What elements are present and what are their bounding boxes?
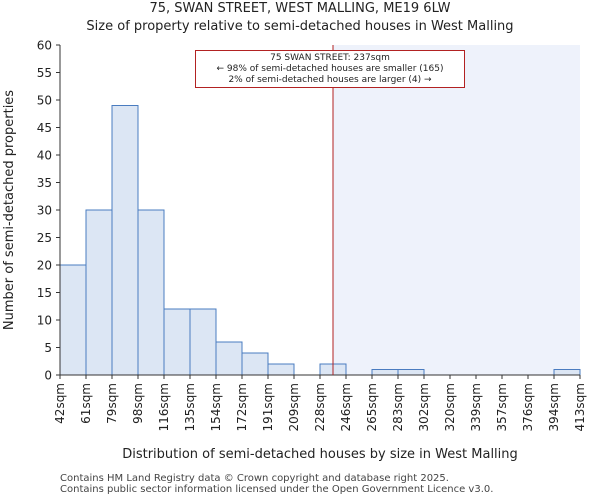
x-tick-label-116sqm: 116sqm — [157, 383, 171, 431]
x-axis-label: Distribution of semi-detached houses by … — [122, 447, 518, 462]
x-tick-label-413sqm: 413sqm — [573, 383, 587, 431]
bar-116sqm — [163, 308, 191, 376]
x-tick-label-394sqm: 394sqm — [547, 383, 561, 431]
larger-region-shade — [333, 45, 580, 375]
x-tick-label-302sqm: 302sqm — [417, 383, 431, 431]
x-tick-label-61sqm: 61sqm — [79, 383, 93, 424]
x-tick-label-246sqm: 246sqm — [339, 383, 353, 431]
x-tick-label-357sqm: 357sqm — [495, 383, 509, 431]
bar-172sqm — [241, 352, 269, 376]
x-ticks-group: 42sqm 61sqm 79sqm 98sqm 116sqm 135sqm 154sqm 17… — [53, 375, 587, 431]
chart-title: 75, SWAN STREET, WEST MALLING, ME19 6LW — [149, 1, 451, 16]
x-tick-label-154sqm: 154sqm — [209, 383, 223, 431]
y-tick-label-15: 15 — [37, 286, 52, 300]
bar-154sqm — [215, 341, 243, 376]
footer-line-2: Contains public sector information licen… — [60, 484, 494, 495]
annotation-line-2: ← 98% of semi-detached houses are smalle… — [216, 64, 444, 74]
x-tick-label-42sqm: 42sqm — [53, 383, 67, 424]
bar-79sqm — [111, 105, 139, 376]
chart-subtitle: Size of property relative to semi-detach… — [86, 19, 514, 34]
y-tick-label-5: 5 — [44, 341, 52, 355]
x-tick-label-320sqm: 320sqm — [443, 383, 457, 431]
bar-394sqm — [553, 369, 581, 376]
property-annotation: 75 SWAN STREET: 237sqm ← 98% of semi-det… — [195, 50, 465, 88]
y-tick-label-0: 0 — [44, 369, 52, 383]
x-tick-label-376sqm: 376sqm — [521, 383, 535, 431]
bar-265sqm — [371, 369, 399, 376]
y-tick-label-30: 30 — [37, 204, 52, 218]
bar-42sqm — [59, 264, 87, 376]
bar-283sqm — [397, 369, 425, 376]
x-tick-label-228sqm: 228sqm — [313, 383, 327, 431]
annotation-line-3: 2% of semi-detached houses are larger (4… — [228, 75, 432, 85]
x-tick-label-209sqm: 209sqm — [287, 383, 301, 431]
y-tick-label-45: 45 — [37, 121, 52, 135]
y-tick-label-55: 55 — [37, 66, 52, 80]
y-ticks-group: 0 5 10 15 20 25 30 35 40 45 50 55 60 — [37, 39, 60, 383]
annotation-line-1: 75 SWAN STREET: 237sqm — [270, 53, 390, 63]
y-axis-label: Number of semi-detached properties — [2, 90, 17, 330]
x-tick-label-79sqm: 79sqm — [105, 383, 119, 424]
bar-61sqm — [85, 209, 113, 376]
x-tick-label-172sqm: 172sqm — [235, 383, 249, 431]
x-tick-label-265sqm: 265sqm — [365, 383, 379, 431]
x-tick-label-339sqm: 339sqm — [469, 383, 483, 431]
x-tick-label-191sqm: 191sqm — [261, 383, 275, 431]
y-tick-label-35: 35 — [37, 176, 52, 190]
y-tick-label-60: 60 — [37, 39, 52, 53]
bar-191sqm — [267, 363, 295, 376]
x-tick-label-283sqm: 283sqm — [391, 383, 405, 431]
y-tick-label-25: 25 — [37, 231, 52, 245]
y-tick-label-20: 20 — [37, 259, 52, 273]
y-tick-label-50: 50 — [37, 94, 52, 108]
bar-98sqm — [137, 209, 165, 376]
x-tick-label-98sqm: 98sqm — [131, 383, 145, 424]
bar-135sqm — [189, 308, 217, 376]
footer-line-1: Contains HM Land Registry data © Crown c… — [60, 473, 449, 484]
x-tick-label-135sqm: 135sqm — [183, 383, 197, 431]
y-tick-label-10: 10 — [37, 314, 52, 328]
bars-group — [59, 105, 581, 376]
y-tick-label-40: 40 — [37, 149, 52, 163]
